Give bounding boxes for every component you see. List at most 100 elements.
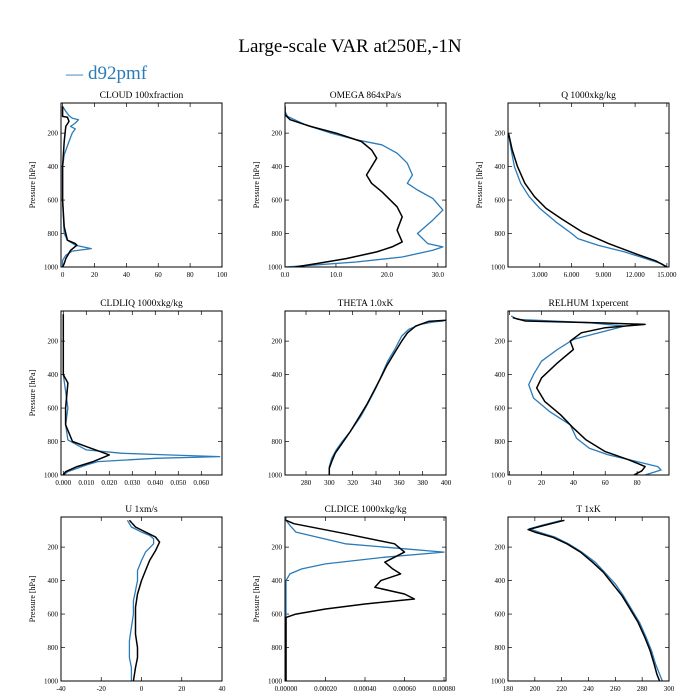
y-axis-label: Pressure [hPa] [28,161,37,208]
x-tick-label: 320 [347,479,358,487]
y-tick-label: 400 [495,163,506,171]
panel-title: OMEGA 864xPa/s [330,91,402,101]
x-tick-label: 40 [123,271,131,279]
y-tick-label: 800 [495,230,506,238]
plot-frame [507,310,670,476]
x-tick-label: 6.000 [564,271,580,279]
y-axis-label: Pressure [hPa] [28,369,37,416]
x-tick-label: 0.030 [124,479,140,487]
x-tick-label: 20 [91,271,99,279]
x-tick-label: 10.0 [330,271,343,279]
y-tick-label: 600 [495,197,506,205]
y-tick-label: 400 [272,371,283,379]
y-tick-label: 200 [272,544,283,552]
x-tick-label: 40 [219,685,227,693]
y-tick-label: 200 [272,338,283,346]
x-tick-label: 0 [61,271,65,279]
plot-frame [60,516,223,682]
figure-title: Large-scale VAR at250E,-1N [238,36,461,57]
y-tick-label: 600 [48,611,59,619]
x-tick-label: 220 [556,685,567,693]
y-tick-label: 200 [495,544,506,552]
x-tick-label: 0.00020 [314,685,337,693]
y-tick-label: 800 [48,230,59,238]
plot-frame [284,310,447,476]
y-tick-label: 200 [272,130,283,138]
y-tick-label: 600 [272,405,283,413]
y-tick-label: 200 [48,544,59,552]
y-tick-label: 800 [272,230,283,238]
x-tick-label: 60 [602,479,610,487]
y-tick-label: 400 [495,371,506,379]
x-tick-label: -40 [56,685,66,693]
series-line-black [61,106,78,267]
panel-2: Q 1000xkg/kg Pressure [hPa] 200 400 600 800 10… [475,91,677,279]
series-line-d92pmf [508,132,668,267]
x-tick-label: 12.000 [625,271,645,279]
x-tick-label: 20.0 [381,271,394,279]
x-tick-label: 0.040 [147,479,163,487]
x-tick-label: 240 [583,685,594,693]
series-line-d92pmf [528,519,663,681]
x-tick-label: 0 [140,685,144,693]
panel-title: U 1xm/s [125,505,158,515]
panel-7: CLDICE 1000xkg/kg Pressure [hPa] 200 400 600… [252,505,456,693]
y-tick-label: 1000 [44,678,59,686]
y-tick-label: 600 [495,611,506,619]
y-axis-label: Pressure [hPa] [475,161,484,208]
y-tick-label: 600 [272,197,283,205]
y-axis-label: Pressure [hPa] [252,575,261,622]
series-line-black [128,519,161,681]
x-tick-label: 0.000 [55,479,71,487]
y-tick-label: 800 [272,438,283,446]
x-tick-label: 0.00080 [433,685,456,693]
x-tick-label: 9.000 [595,271,611,279]
panel-4: THETA 1.0xK 200 400 600 800 1000 280 300 320 340 3… [268,299,452,487]
x-tick-label: 40 [570,479,578,487]
x-tick-label: 300 [324,479,335,487]
series-line-d92pmf [61,105,92,267]
y-tick-label: 400 [48,371,59,379]
x-tick-label: 280 [301,479,312,487]
legend-label: d92pmf [88,63,148,84]
series-line-black [285,106,403,267]
x-tick-label: 15.000 [657,271,677,279]
x-tick-label: 3.000 [532,271,548,279]
y-tick-label: 800 [272,644,283,652]
plot-frame [284,102,447,268]
y-tick-label: 600 [48,405,59,413]
x-tick-label: 30.0 [432,271,445,279]
y-tick-label: 200 [48,338,59,346]
x-tick-label: 180 [503,685,514,693]
series-line-black [512,316,646,475]
x-tick-label: 0 [508,479,512,487]
x-tick-label: 280 [637,685,648,693]
x-tick-label: 0.00060 [393,685,416,693]
series-line-d92pmf [328,320,444,475]
y-tick-label: 400 [272,163,283,171]
x-tick-label: 80 [187,271,195,279]
x-tick-label: 20 [178,685,186,693]
panel-title: CLOUD 100xfraction [100,90,184,101]
panel-title: Q 1000xkg/kg [561,91,616,101]
x-tick-label: 380 [417,479,428,487]
plot-frame [60,102,223,268]
x-tick-label: 0.00040 [354,685,377,693]
y-tick-label: 800 [48,438,59,446]
x-tick-label: 360 [394,479,405,487]
series-line-d92pmf [62,314,221,475]
legend-marker: — [65,64,84,83]
y-tick-label: 400 [48,577,59,585]
x-tick-label: 300 [664,685,675,693]
series-line-d92pmf [126,519,155,681]
y-tick-label: 800 [495,644,506,652]
y-tick-label: 800 [48,644,59,652]
x-tick-label: 0.050 [170,479,186,487]
plot-frame [60,310,223,476]
x-tick-label: 0.0 [281,271,290,279]
